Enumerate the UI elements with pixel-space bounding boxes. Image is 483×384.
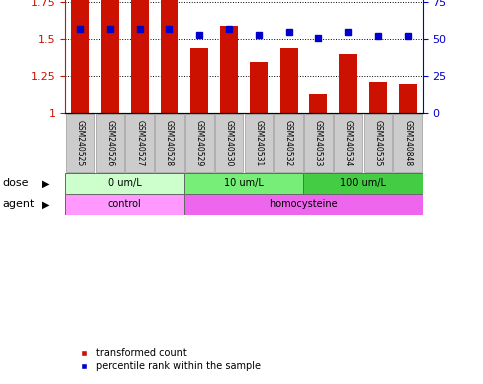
Bar <box>399 84 417 113</box>
Bar <box>250 61 268 113</box>
Bar <box>126 114 154 172</box>
Bar <box>334 114 362 172</box>
Bar <box>65 194 185 215</box>
Bar <box>71 0 89 113</box>
Text: GSM240525: GSM240525 <box>76 120 85 166</box>
Bar <box>131 0 149 113</box>
Text: GSM240527: GSM240527 <box>135 120 144 166</box>
Text: 0 um/L: 0 um/L <box>108 178 142 189</box>
Text: GSM240529: GSM240529 <box>195 120 204 166</box>
Bar <box>304 114 333 172</box>
Text: 10 um/L: 10 um/L <box>224 178 264 189</box>
Text: GSM240533: GSM240533 <box>314 120 323 166</box>
Text: dose: dose <box>2 178 29 189</box>
Text: control: control <box>108 199 142 210</box>
Legend: transformed count, percentile rank within the sample: transformed count, percentile rank withi… <box>70 344 265 375</box>
Bar <box>274 114 303 172</box>
Text: GSM240531: GSM240531 <box>255 120 263 166</box>
Bar <box>185 114 213 172</box>
Bar <box>394 114 422 172</box>
Text: GSM240532: GSM240532 <box>284 120 293 166</box>
Bar <box>96 114 124 172</box>
Bar <box>155 114 184 172</box>
Text: GSM240530: GSM240530 <box>225 120 233 166</box>
Text: 100 um/L: 100 um/L <box>340 178 386 189</box>
Text: GSM240848: GSM240848 <box>403 120 412 166</box>
Bar <box>190 48 208 113</box>
Bar <box>369 82 387 113</box>
Bar <box>310 94 327 113</box>
Text: ▶: ▶ <box>42 199 50 210</box>
Text: homocysteine: homocysteine <box>269 199 338 210</box>
Bar <box>303 173 423 194</box>
Bar <box>215 114 243 172</box>
Bar <box>244 114 273 172</box>
Bar <box>160 0 178 113</box>
Bar <box>101 0 119 113</box>
Bar <box>65 173 185 194</box>
Bar <box>364 114 392 172</box>
Bar <box>185 173 303 194</box>
Text: ▶: ▶ <box>42 178 50 189</box>
Bar <box>66 114 94 172</box>
Text: GSM240534: GSM240534 <box>344 120 353 166</box>
Bar <box>185 194 423 215</box>
Text: agent: agent <box>2 199 35 210</box>
Bar <box>220 26 238 113</box>
Bar <box>339 54 357 113</box>
Text: GSM240535: GSM240535 <box>373 120 383 166</box>
Text: GSM240526: GSM240526 <box>105 120 114 166</box>
Bar <box>280 48 298 113</box>
Text: GSM240528: GSM240528 <box>165 120 174 166</box>
